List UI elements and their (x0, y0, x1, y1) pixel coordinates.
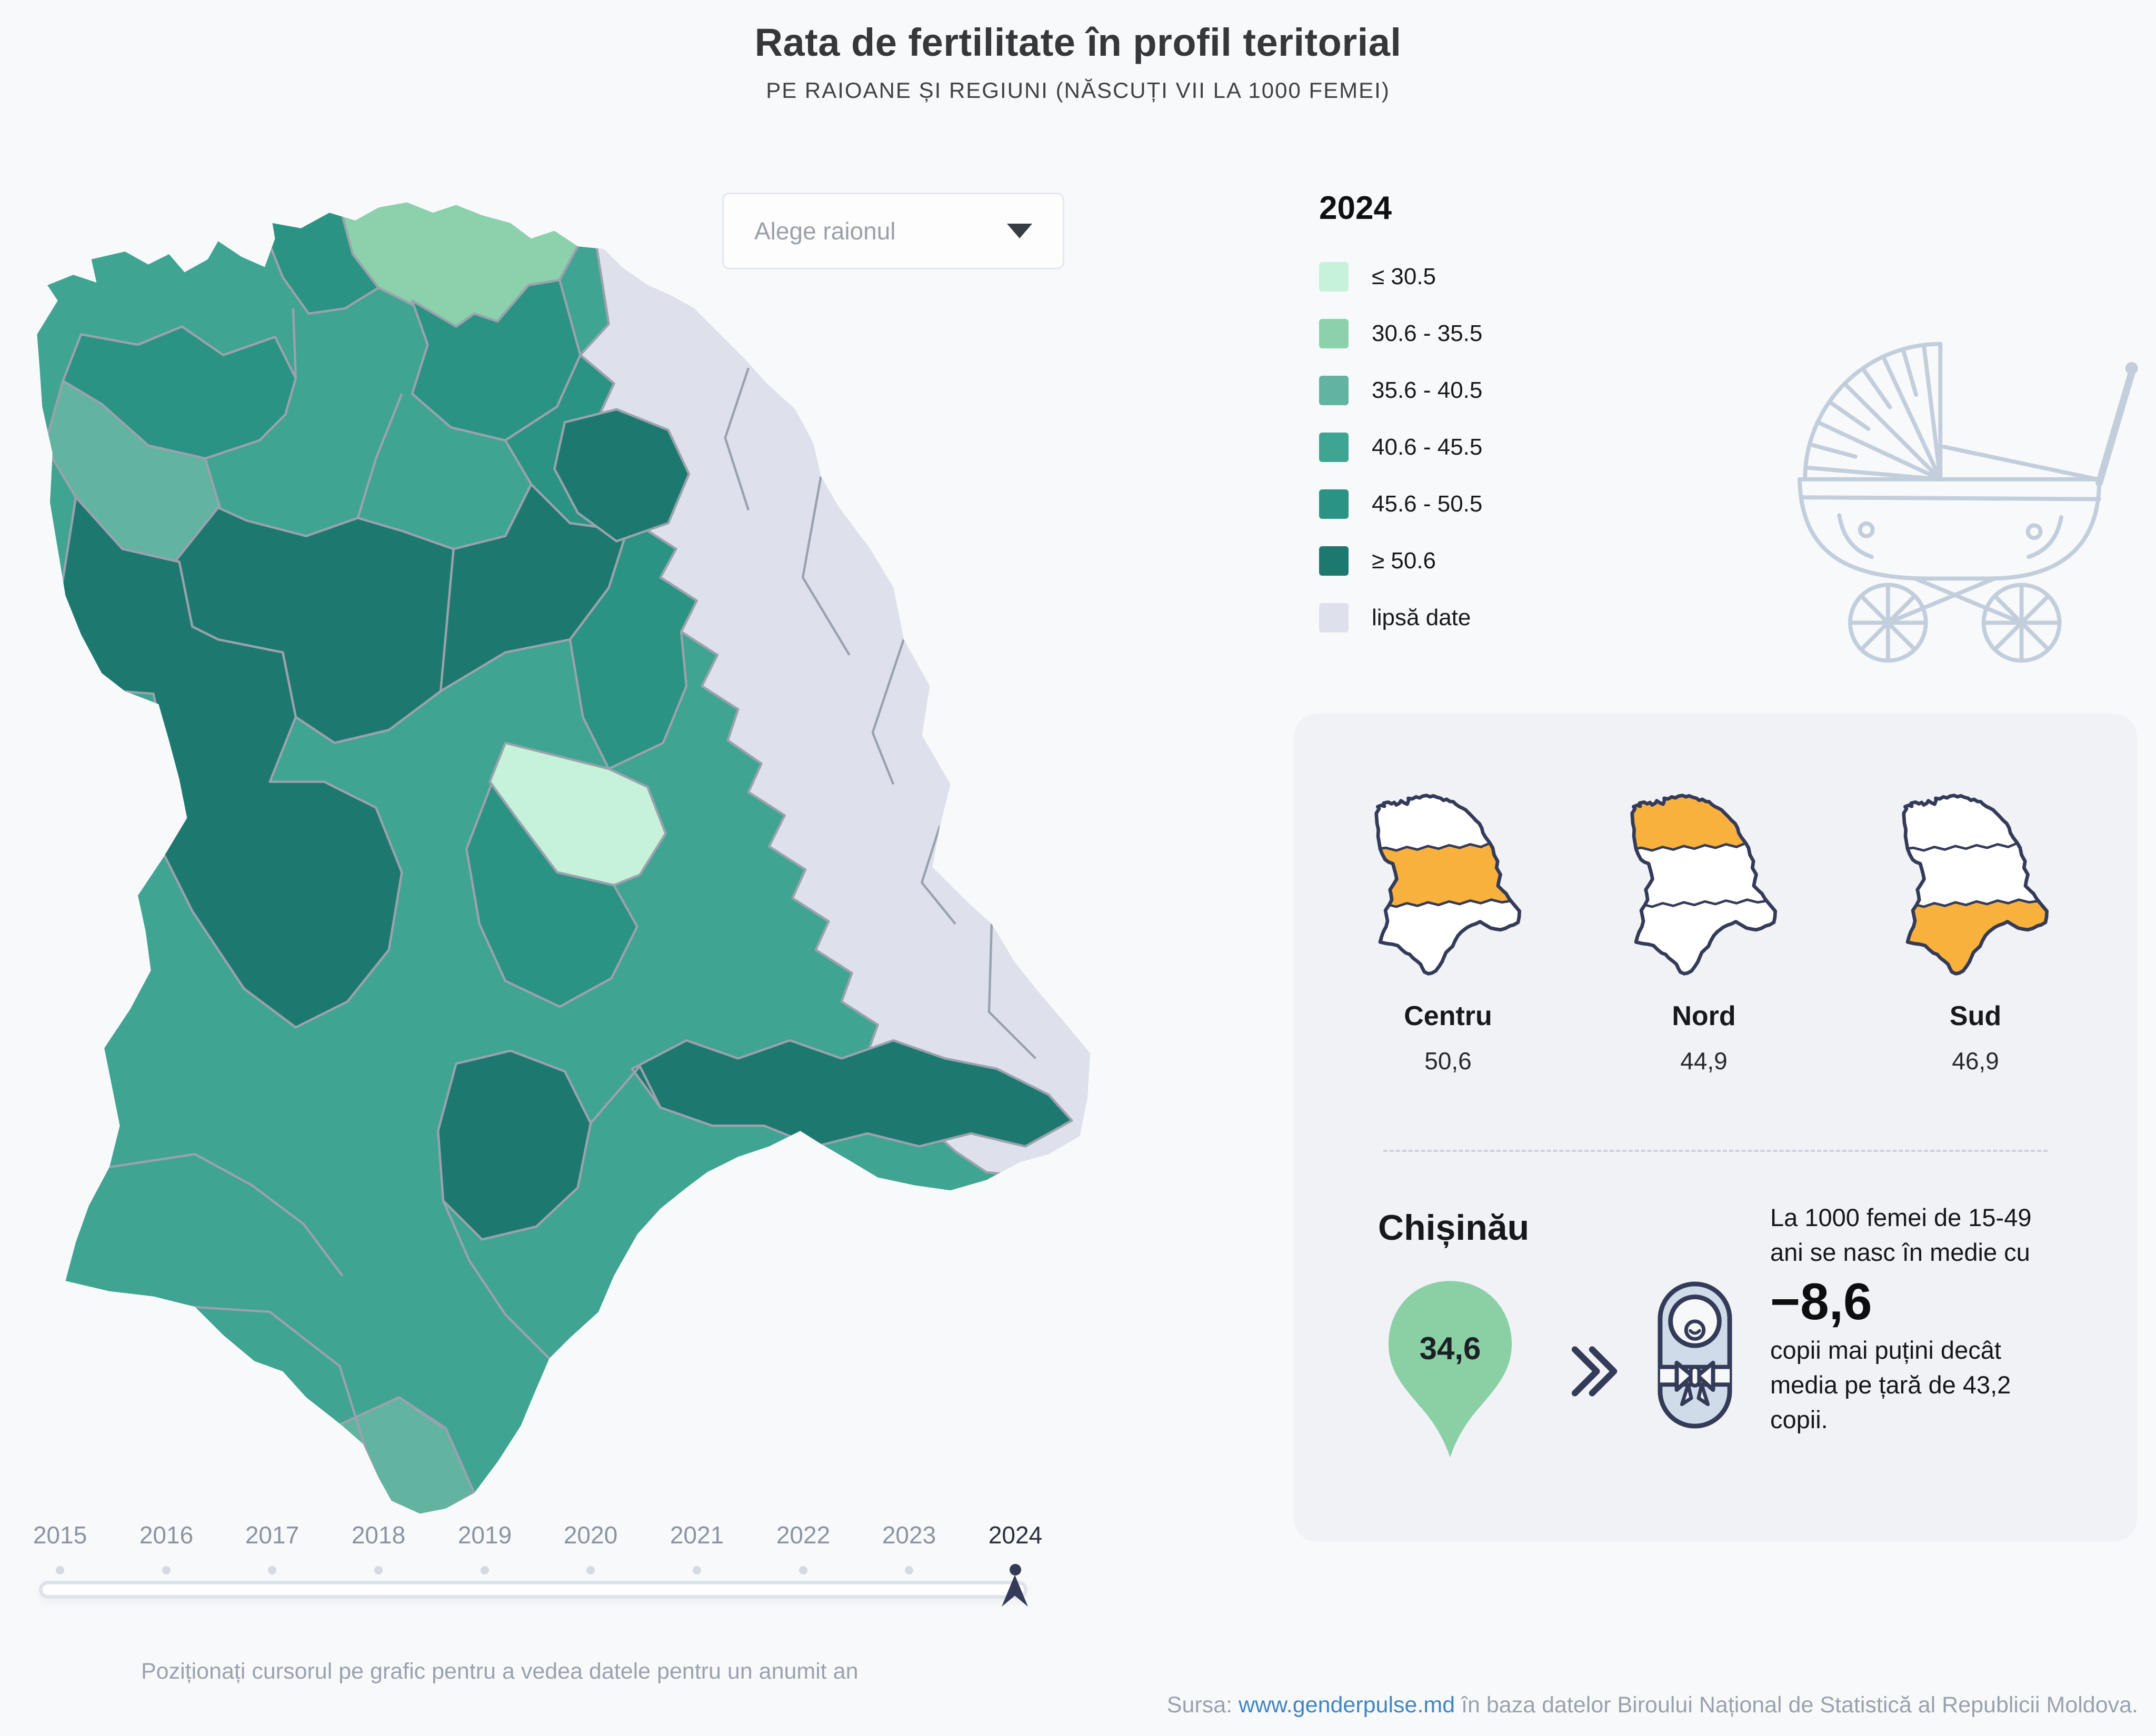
note-before: La 1000 femei de 15-49 ani se nasc în me… (1770, 1203, 2032, 1266)
region-map-centru (1373, 792, 1523, 978)
year-2022[interactable]: 2022 (776, 1521, 831, 1549)
district-borders (81, 308, 1037, 1450)
year-2019[interactable]: 2019 (457, 1521, 512, 1549)
stroller-icon (1797, 342, 2138, 663)
timeline-hint: Poziționați cursorul pe grafic pentru a … (141, 1659, 859, 1684)
note-after: copii mai puțini decât media pe țară de … (1770, 1336, 2011, 1433)
dashed-divider (1383, 1150, 2048, 1152)
timeline-dot (56, 1566, 64, 1574)
legend-swatch (1319, 489, 1349, 519)
chisinau-note: La 1000 femei de 15-49 ani se nasc în me… (1770, 1200, 2062, 1437)
year-2017[interactable]: 2017 (245, 1521, 300, 1549)
chisinau-value: 34,6 (1419, 1331, 1481, 1366)
year-2015[interactable]: 2015 (33, 1521, 87, 1549)
page-title: Rata de fertilitate în profil teritorial (754, 21, 1402, 64)
year-slider-track[interactable] (39, 1581, 1027, 1599)
legend-swatch (1319, 603, 1349, 633)
legend-item: 30.6 - 35.5 (1319, 319, 1482, 348)
legend-item: 45.6 - 50.5 (1319, 489, 1482, 519)
chevron-down-icon (1007, 224, 1032, 238)
legend-swatch (1319, 262, 1349, 292)
region-value: 50,6 (1424, 1047, 1472, 1075)
moldova-choropleth-map[interactable] (19, 184, 1111, 1534)
year-2021[interactable]: 2021 (670, 1521, 724, 1549)
region-value: 46,9 (1952, 1047, 1999, 1075)
timeline-dot (481, 1566, 489, 1574)
year-2018[interactable]: 2018 (351, 1521, 406, 1549)
legend-swatch (1319, 433, 1349, 462)
region-name: Centru (1404, 1001, 1492, 1031)
map-legend: ≤ 30.5 30.6 - 35.5 35.6 - 40.5 40.6 - 45… (1319, 262, 1482, 660)
region-name: Nord (1672, 1001, 1736, 1031)
district-select[interactable]: Alege raionul (722, 193, 1064, 269)
legend-item: ≤ 30.5 (1319, 262, 1482, 292)
region-map-nord (1629, 792, 1779, 978)
source-line: Sursa: www.genderpulse.md în baza datelo… (1166, 1692, 2138, 1718)
legend-year: 2024 (1319, 190, 1392, 226)
timeline-dot (905, 1566, 913, 1574)
double-chevron-right-icon (1571, 1346, 1618, 1397)
source-link[interactable]: www.genderpulse.md (1239, 1692, 1455, 1718)
region-map-sud (1900, 792, 2051, 978)
region-name: Sud (1949, 1001, 2002, 1031)
page-subtitle: PE RAIOANE ȘI REGIUNI (NĂSCUȚI VII LA 10… (766, 78, 1390, 103)
note-highlight-value: −8,6 (1770, 1272, 1872, 1330)
timeline-dot (693, 1566, 701, 1574)
timeline-dot (268, 1566, 276, 1574)
legend-item: 40.6 - 45.5 (1319, 433, 1482, 462)
legend-swatch (1319, 319, 1349, 348)
map-pin-icon (1388, 1281, 1512, 1458)
year-2020[interactable]: 2020 (563, 1521, 618, 1549)
district-chisinau (488, 741, 667, 887)
legend-item: lipsă date (1319, 603, 1482, 633)
legend-item: 35.6 - 40.5 (1319, 376, 1482, 405)
region-value: 44,9 (1680, 1047, 1728, 1075)
timeline-dot (374, 1566, 383, 1574)
timeline-dot (586, 1566, 595, 1574)
legend-item: ≥ 50.6 (1319, 546, 1482, 576)
swaddled-baby-icon (1658, 1281, 1732, 1429)
year-2023[interactable]: 2023 (882, 1521, 936, 1549)
year-2016[interactable]: 2016 (139, 1521, 194, 1549)
year-2024-selected[interactable]: 2024 (988, 1521, 1043, 1549)
timeline-dot (799, 1566, 807, 1574)
timeline-dot-active (1010, 1564, 1021, 1576)
district-select-placeholder: Alege raionul (754, 217, 896, 245)
district-dark-southeast (631, 1039, 1073, 1148)
legend-swatch (1319, 546, 1349, 576)
legend-swatch (1319, 376, 1349, 405)
year-slider-handle[interactable] (1002, 1574, 1028, 1607)
chisinau-title: Chișinău (1378, 1208, 1530, 1248)
regions-card: Centru 50,6 Nord 44,9 Sud 46,9 Chișinău … (1294, 714, 2137, 1542)
timeline-dot (162, 1566, 171, 1574)
